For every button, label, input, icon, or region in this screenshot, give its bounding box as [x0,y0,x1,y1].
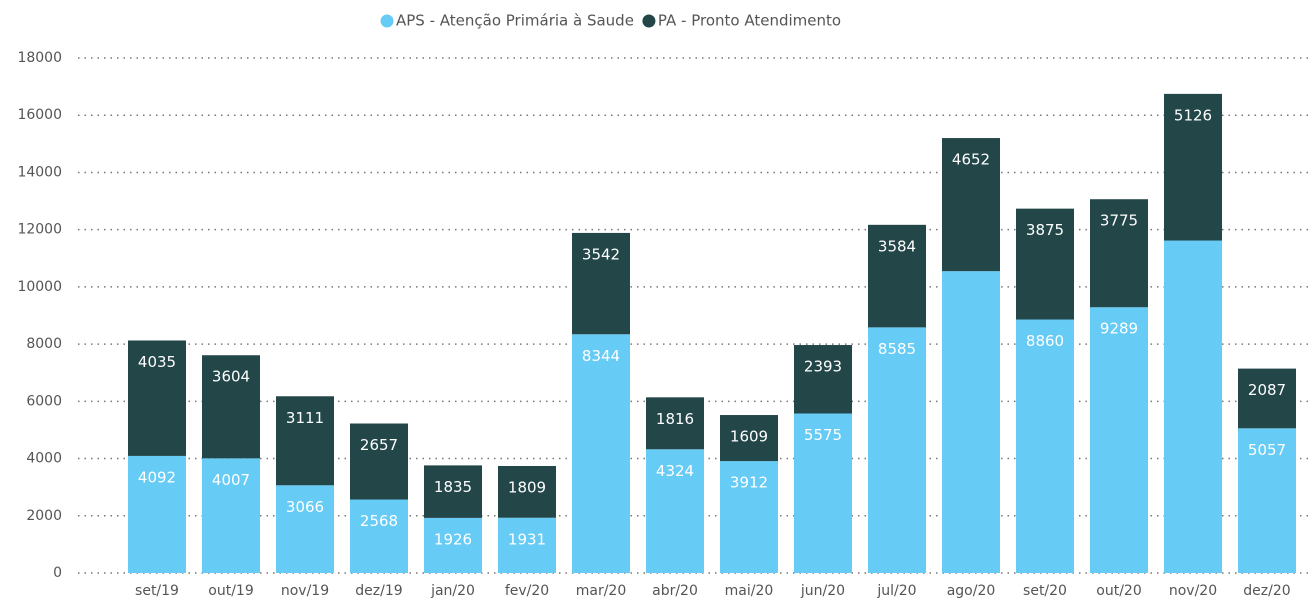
y-tick-label: 8000 [26,336,62,352]
y-tick-label: 18000 [17,50,62,66]
y-tick-label: 4000 [26,451,62,467]
x-tick-label: mar/20 [576,583,627,599]
x-tick-label: nov/20 [1169,583,1217,599]
bar-segment [1164,93,1222,241]
data-label: 2657 [360,436,398,454]
bar-segment [1016,319,1074,573]
data-label: 8344 [582,347,620,365]
bar-segment [202,355,260,459]
y-tick-label: 14000 [17,164,62,180]
data-label: 4035 [138,353,176,371]
bar-segment [720,461,778,573]
x-tick-label: abr/20 [652,583,698,599]
bar-segment [868,327,926,573]
data-label: 1835 [434,478,472,496]
data-label: 3604 [212,368,250,386]
x-tick-label: dez/20 [1243,583,1290,599]
bar-segment [646,397,704,450]
bar-segment [424,517,482,573]
y-tick-label: 6000 [26,393,62,409]
data-label: 4324 [656,462,694,480]
data-label: 2568 [360,512,398,530]
bar-segment [942,271,1000,573]
bar-segment [350,499,408,573]
data-label: 4092 [138,468,176,486]
x-tick-label: jan/20 [430,583,475,599]
data-label: 3111 [286,409,324,427]
legend-label: APS - Atenção Primária à Saude [396,12,634,30]
x-tick-label: jun/20 [800,583,845,599]
data-label: 1609 [730,428,768,446]
bar-segment [794,413,852,573]
data-label: 9289 [1100,320,1138,338]
y-tick-label: 10000 [17,279,62,295]
data-label: 1809 [508,478,546,496]
x-tick-label: nov/19 [281,583,329,599]
bar-segment [1090,199,1148,308]
bar-segment [276,396,334,486]
bar-segment [572,334,630,573]
legend-marker [642,14,656,28]
data-label: 3584 [878,237,916,255]
bar-segment [720,415,778,462]
bar-segment [868,224,926,328]
data-label: 4007 [212,471,250,489]
y-tick-label: 12000 [17,222,62,238]
bar-segment [498,465,556,518]
bar-segment [424,465,482,518]
x-tick-label: dez/19 [355,583,402,599]
data-label: 3875 [1026,221,1064,239]
x-tick-label: fev/20 [505,583,549,599]
x-tick-label: out/20 [1096,583,1141,599]
x-tick-label: set/20 [1023,583,1067,599]
data-label: 3066 [286,498,324,516]
bar-segment [350,423,408,500]
data-label: 1816 [656,410,694,428]
y-tick-label: 0 [53,565,62,581]
data-label: 3542 [582,245,620,263]
legend-marker [380,14,394,28]
legend-label: PA - Pronto Atendimento [658,12,841,30]
bar-segment [572,232,630,335]
bar-segment [1238,428,1296,573]
x-tick-label: set/19 [135,583,179,599]
y-tick-label: 2000 [26,508,62,524]
bar-segment [1016,208,1074,320]
data-label: 2087 [1248,381,1286,399]
data-label: 5126 [1174,106,1212,124]
x-tick-label: ago/20 [947,583,996,599]
data-label: 2393 [804,358,842,376]
bar-segment [1238,368,1296,429]
data-label: 8860 [1026,332,1064,350]
data-label: 5575 [804,426,842,444]
bar-segment [202,458,260,573]
data-label: 3775 [1100,212,1138,230]
bar-segment [646,449,704,573]
data-label: 4652 [952,151,990,169]
data-label: 8585 [878,340,916,358]
bar-segment [276,485,334,573]
bar-segment [128,455,186,573]
data-label: 1931 [508,530,546,548]
bar-segment [1164,240,1222,574]
x-tick-label: mai/20 [725,583,774,599]
x-tick-label: jul/20 [876,583,916,599]
x-tick-label: out/19 [208,583,253,599]
y-tick-label: 16000 [17,107,62,123]
data-label: 3912 [730,474,768,492]
bar-segment [1090,307,1148,573]
bar-segment [794,345,852,414]
bar-segment [942,138,1000,272]
data-label: 5057 [1248,441,1286,459]
bar-segment [498,517,556,573]
bar-segment [128,340,186,456]
data-label: 1926 [434,530,472,548]
